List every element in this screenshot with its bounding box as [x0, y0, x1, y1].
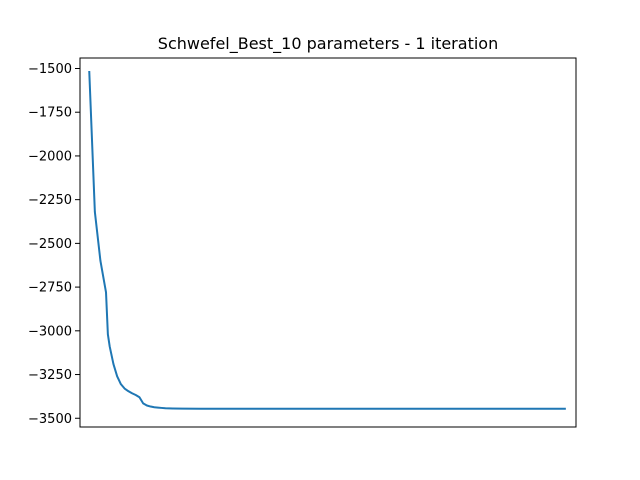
y-tick-label: −2750: [28, 281, 72, 296]
y-tick-label: −1500: [28, 62, 72, 77]
y-tick-label: −2500: [28, 237, 72, 252]
y-tick-label: −1750: [28, 106, 72, 121]
y-tick-label: −2250: [28, 193, 72, 208]
plot-area: [88, 70, 566, 410]
y-tick-label: −3500: [28, 412, 72, 427]
y-tick-label: −3250: [28, 368, 72, 383]
y-tick-label: −2000: [28, 149, 72, 164]
series-line: [88, 70, 566, 410]
y-axis-ticks: −1500 −1750 −2000 −2250 −2500 −2750 −3000 −3250…: [28, 62, 80, 427]
y-tick-label: −3000: [28, 324, 72, 339]
chart-title: Schwefel_Best_10 parameters - 1 iteratio…: [158, 34, 498, 54]
axes-frame: [79, 57, 577, 428]
